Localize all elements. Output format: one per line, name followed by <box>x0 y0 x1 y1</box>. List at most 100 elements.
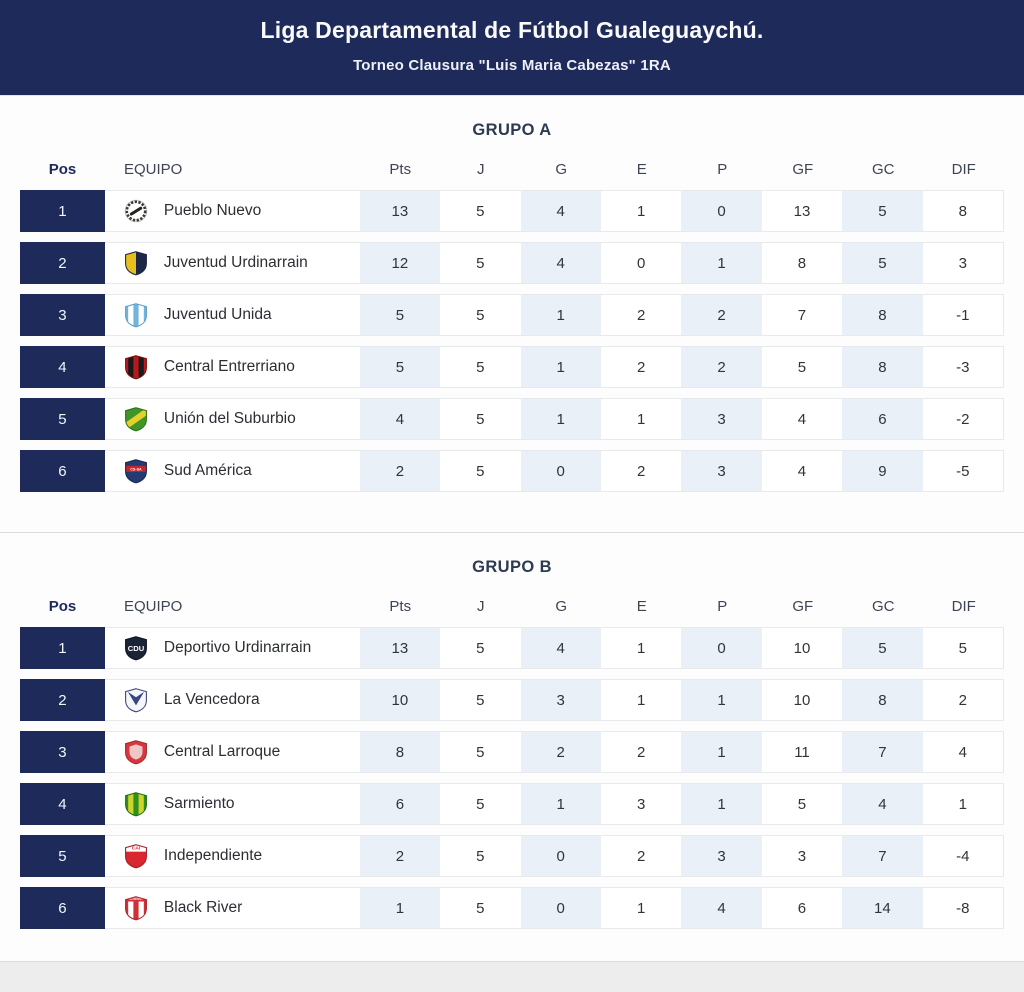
table-row: 6 B.RIVER Black River 1 5 0 1 4 6 14 -8 <box>20 887 1004 929</box>
stat-cell: 5 <box>842 243 923 283</box>
stat-cell: 3 <box>520 680 601 720</box>
col-header-gf: GF <box>792 160 814 178</box>
group-title: GRUPO B <box>472 558 552 576</box>
stat-cell: 5 <box>476 410 485 428</box>
table-body: 1 CDU Deportivo Urdinarrain 13 5 4 1 0 10 5 5 2 La V… <box>20 627 1004 929</box>
team-crest-icon <box>123 687 149 713</box>
team-crest-icon: CDU <box>123 635 149 661</box>
stat-cell: 5 <box>476 743 485 761</box>
stat-cell: 4 <box>520 191 601 231</box>
stat-cell: 5 <box>476 306 485 324</box>
stat-cell: -8 <box>956 899 970 917</box>
stat-cell: 5 <box>476 691 485 709</box>
team-cell: Central Entrerriano <box>105 347 360 387</box>
team-crest-icon <box>123 354 149 380</box>
stat-cell: 0 <box>681 191 762 231</box>
stat-cell: 4 <box>797 462 807 480</box>
team-name: Black River <box>163 899 243 916</box>
svg-text:CAI: CAI <box>132 846 141 852</box>
stat-cell: 3 <box>958 254 967 272</box>
stat-cell: 1 <box>681 680 762 720</box>
stat-cell: 1 <box>520 295 601 335</box>
stat-cell: 6 <box>842 399 923 439</box>
group-title: GRUPO A <box>472 121 552 139</box>
position-cell: 5 <box>20 835 105 877</box>
svg-text:B.RIVER: B.RIVER <box>129 897 143 901</box>
col-header-gc: GC <box>872 160 895 178</box>
stat-cell: 7 <box>797 306 807 324</box>
col-header-gf: GF <box>792 597 814 615</box>
col-header-j: J <box>477 160 485 178</box>
table-row: 5 Unión del Suburbio 4 5 1 1 3 4 6 -2 <box>20 398 1004 440</box>
stat-cell: 0 <box>681 628 762 668</box>
stat-cell: 3 <box>681 451 762 491</box>
stat-cell: 6 <box>797 899 807 917</box>
team-name: La Vencedora <box>163 691 260 708</box>
stat-cell: 5 <box>359 347 441 387</box>
group-a-section: GRUPO A Pos EQUIPO Pts J G E P GF GC DIF 1 Puebl… <box>0 96 1024 533</box>
stat-cell: 10 <box>793 691 811 709</box>
stat-cell: 2 <box>359 451 441 491</box>
position-cell: 2 <box>20 242 105 284</box>
col-header-e: E <box>636 597 647 615</box>
stat-cell: 1 <box>636 202 646 220</box>
team-cell: CAI Independiente <box>105 836 360 876</box>
team-name: Deportivo Urdinarrain <box>163 639 312 656</box>
team-cell: Sarmiento <box>105 784 360 824</box>
stat-cell: 2 <box>636 306 646 324</box>
stat-cell: 5 <box>476 847 485 865</box>
stat-cell: 13 <box>359 191 441 231</box>
stat-cell: 3 <box>681 399 762 439</box>
team-crest-icon: CS-SA <box>123 458 149 484</box>
stat-cell: 1 <box>359 888 441 928</box>
col-header-g: G <box>555 597 568 615</box>
team-name: Sud América <box>163 462 252 479</box>
stat-cell: 5 <box>476 358 485 376</box>
col-header-g: G <box>555 160 568 178</box>
position-cell: 3 <box>20 731 105 773</box>
col-header-dif: DIF <box>951 160 976 178</box>
stat-cell: 10 <box>359 680 441 720</box>
stat-cell: 10 <box>793 639 811 657</box>
table-row: 4 Central Entrerriano 5 5 1 2 2 5 8 -3 <box>20 346 1004 388</box>
stat-cell: 4 <box>842 784 923 824</box>
stat-cell: 2 <box>520 732 601 772</box>
team-crest-icon <box>123 406 149 432</box>
team-name: Central Entrerriano <box>163 358 295 375</box>
team-name: Pueblo Nuevo <box>163 202 262 219</box>
stat-cell: 1 <box>520 347 601 387</box>
stat-cell: 1 <box>636 410 646 428</box>
team-cell: Central Larroque <box>105 732 360 772</box>
stat-cell: 2 <box>681 347 762 387</box>
stat-cell: 8 <box>842 680 923 720</box>
page-header: Liga Departamental de Fútbol Gualeguaych… <box>0 0 1024 96</box>
stat-cell: 1 <box>681 732 762 772</box>
stat-cell: 8 <box>797 254 807 272</box>
stat-cell: 11 <box>794 743 810 761</box>
col-header-pos: Pos <box>48 160 77 178</box>
team-cell: CS-SA Sud América <box>105 451 360 491</box>
stat-cell: 8 <box>958 202 967 220</box>
col-header-p: P <box>717 160 728 178</box>
col-header-p: P <box>717 597 728 615</box>
team-cell: Unión del Suburbio <box>105 399 360 439</box>
position-cell: 6 <box>20 887 105 929</box>
team-crest-icon <box>123 791 149 817</box>
page-footer-strip <box>0 962 1024 992</box>
table-row: 6 CS-SA Sud América 2 5 0 2 3 4 9 -5 <box>20 450 1004 492</box>
col-header-equipo: EQUIPO <box>124 160 183 178</box>
table-row: 2 La Vencedora 10 5 3 1 1 10 8 2 <box>20 679 1004 721</box>
stat-cell: 5 <box>476 899 485 917</box>
stat-cell: -4 <box>956 847 970 865</box>
stat-cell: 0 <box>520 451 601 491</box>
stat-cell: 3 <box>636 795 646 813</box>
table-row: 3 Central Larroque 8 5 2 2 1 11 7 4 <box>20 731 1004 773</box>
team-name: Juventud Urdinarrain <box>163 254 308 271</box>
stat-cell: 8 <box>842 295 923 335</box>
team-cell: Juventud Urdinarrain <box>105 243 360 283</box>
team-name: Central Larroque <box>163 743 281 760</box>
stat-cell: 4 <box>681 888 762 928</box>
position-cell: 1 <box>20 190 105 232</box>
stat-cell: 5 <box>476 462 485 480</box>
stat-cell: 1 <box>958 795 967 813</box>
